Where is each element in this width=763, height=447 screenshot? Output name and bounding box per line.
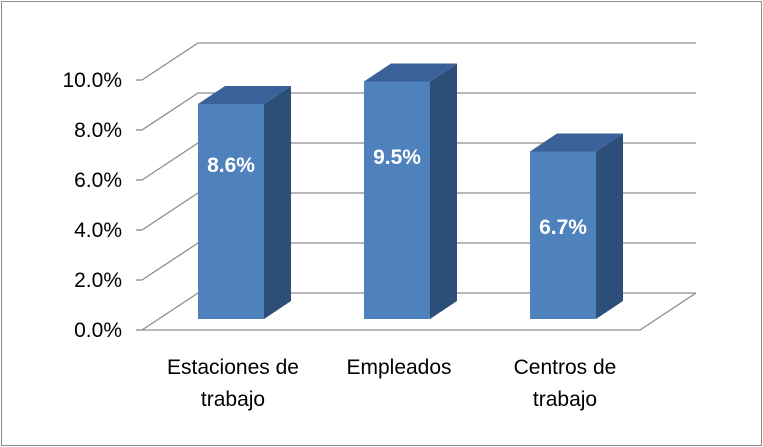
bars — [198, 63, 623, 319]
floor-edge — [142, 292, 697, 331]
y-tick-label: 0.0% — [74, 319, 122, 342]
y-tick-label: 6.0% — [74, 169, 122, 192]
data-label: 9.5% — [373, 146, 421, 169]
data-label: 8.6% — [207, 154, 255, 177]
bar-side — [264, 86, 291, 319]
data-labels: 8.6% 9.5% 6.7% — [207, 146, 587, 239]
bar-front — [198, 104, 264, 319]
bar-top — [198, 86, 291, 104]
grid-line — [141, 42, 696, 81]
bar-side — [596, 133, 623, 319]
bar — [198, 86, 291, 319]
grid-line — [141, 92, 696, 131]
y-tick-label: 4.0% — [74, 219, 122, 242]
y-tick-label: 2.0% — [74, 269, 122, 292]
bar-top — [530, 133, 623, 152]
y-axis-tick-labels: 0.0% 2.0% 4.0% 6.0% 8.0% 10.0% — [62, 69, 122, 342]
bar — [530, 133, 623, 319]
bar — [364, 63, 457, 319]
bar-front — [530, 151, 596, 319]
category-label: Centros de trabajo — [514, 356, 617, 411]
y-tick-label: 8.0% — [74, 119, 122, 142]
bar-top — [364, 63, 457, 82]
y-tick-label: 10.0% — [62, 69, 122, 92]
grid-lines — [136, 42, 697, 331]
category-label: Estaciones de trabajo — [167, 356, 299, 411]
bar-side — [430, 63, 457, 319]
bar-front — [364, 81, 430, 319]
category-labels: Estaciones de trabajo Empleados Centros de t… — [167, 356, 616, 411]
data-label: 6.7% — [539, 216, 587, 239]
category-label: Empleados — [346, 356, 451, 379]
